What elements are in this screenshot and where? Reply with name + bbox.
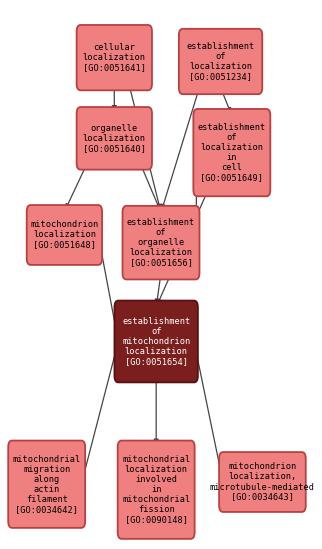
Text: mitochondrion
localization,
microtubule-mediated
[GO:0034643]: mitochondrion localization, microtubule-… — [210, 462, 315, 502]
Text: organelle
localization
[GO:0051640]: organelle localization [GO:0051640] — [83, 124, 146, 153]
Text: mitochondrial
localization
involved
in
mitochondrial
fission
[GO:0090148]: mitochondrial localization involved in m… — [122, 455, 190, 524]
FancyBboxPatch shape — [219, 452, 306, 512]
FancyBboxPatch shape — [193, 109, 270, 197]
FancyBboxPatch shape — [114, 301, 198, 382]
FancyBboxPatch shape — [8, 440, 85, 528]
Text: establishment
of
localization
[GO:0051234]: establishment of localization [GO:005123… — [186, 42, 255, 81]
FancyBboxPatch shape — [118, 440, 194, 539]
FancyBboxPatch shape — [122, 206, 199, 279]
Text: cellular
localization
[GO:0051641]: cellular localization [GO:0051641] — [83, 43, 146, 72]
Text: establishment
of
mitochondrion
localization
[GO:0051654]: establishment of mitochondrion localizat… — [122, 317, 190, 366]
Text: mitochondrion
localization
[GO:0051648]: mitochondrion localization [GO:0051648] — [30, 220, 99, 250]
FancyBboxPatch shape — [179, 29, 262, 94]
FancyBboxPatch shape — [77, 25, 152, 90]
FancyBboxPatch shape — [27, 205, 102, 265]
Text: establishment
of
localization
in
cell
[GO:0051649]: establishment of localization in cell [G… — [198, 123, 266, 182]
Text: mitochondrial
migration
along
actin
filament
[GO:0034642]: mitochondrial migration along actin fila… — [13, 455, 81, 514]
Text: establishment
of
organelle
localization
[GO:0051656]: establishment of organelle localization … — [127, 218, 195, 267]
FancyBboxPatch shape — [77, 107, 152, 170]
